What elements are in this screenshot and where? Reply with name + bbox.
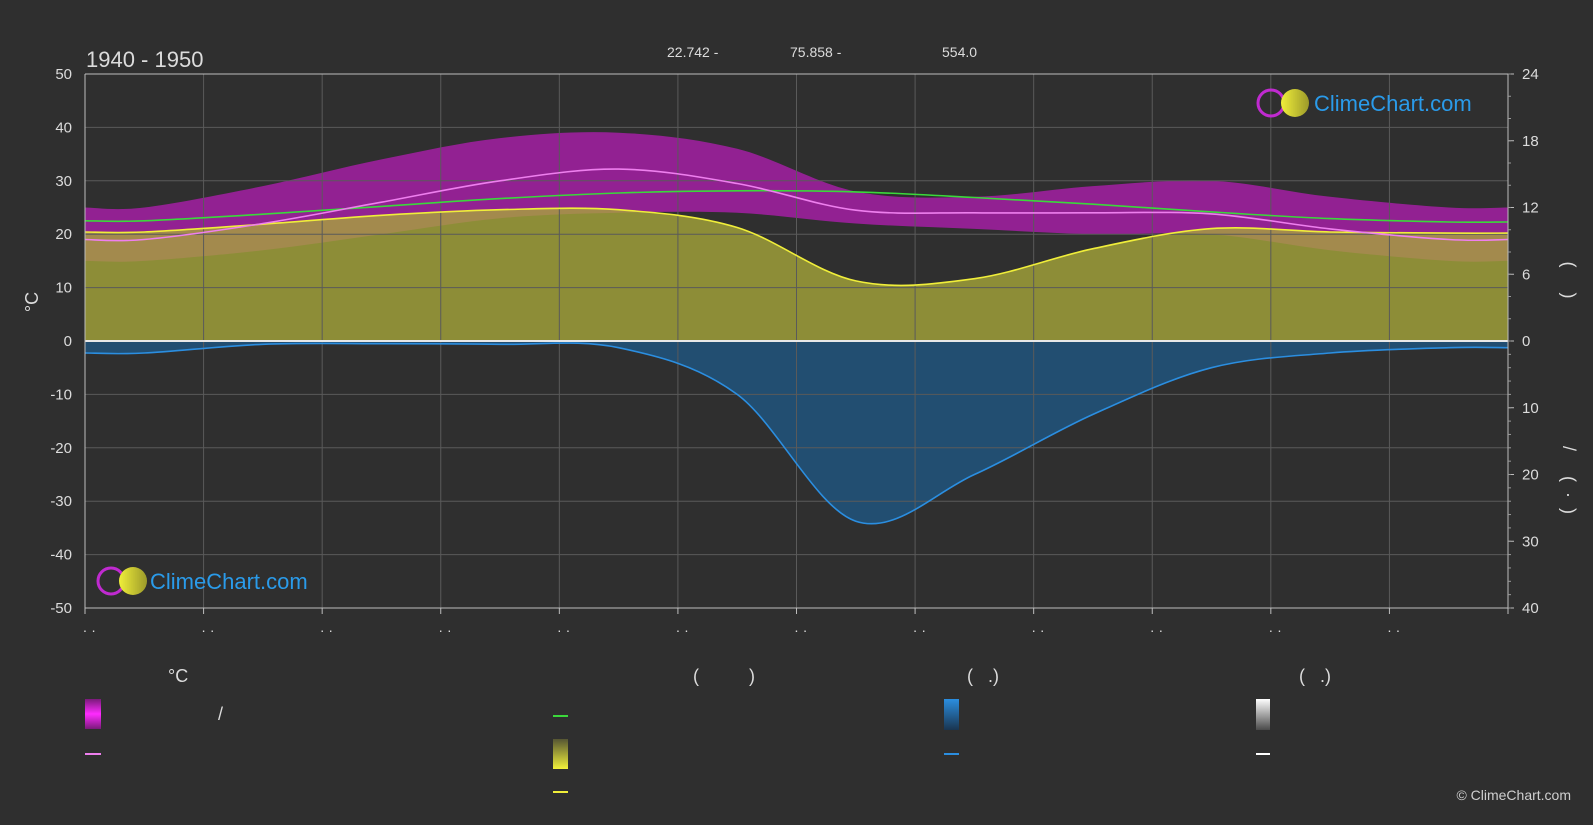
legend-heading-sunshine: ( ) [693, 666, 755, 686]
logo-top: ClimeChart.com [1256, 88, 1472, 118]
copyright: © ClimeChart.com [1456, 787, 1571, 803]
month-label: · · [201, 622, 214, 638]
right-bottom-tick-label: 30 [1522, 533, 1539, 550]
left-tick-label: -40 [50, 547, 72, 564]
legend-snow-swatch [1256, 699, 1270, 730]
left-tick-label: 30 [55, 173, 72, 190]
left-tick-label: -30 [50, 493, 72, 510]
sunshine-line [84, 207, 1509, 287]
legend-sunshine-swatch [553, 739, 568, 769]
month-label: · · [1387, 622, 1400, 638]
legend-rain-swatch [944, 699, 959, 730]
logo-top-text: ClimeChart.com [1314, 91, 1472, 116]
right-bottom-tick-label: 40 [1522, 600, 1539, 617]
daylight-line [84, 189, 1509, 224]
left-tick-label: 0 [64, 333, 72, 350]
right-axis-upper-label: ( ) [1559, 262, 1579, 299]
left-tick-label: 20 [55, 226, 72, 243]
month-label: · · [438, 622, 451, 638]
right-bottom-tick-label: 10 [1522, 400, 1539, 417]
logo-bottom-text: ClimeChart.com [150, 569, 308, 594]
left-tick-label: -50 [50, 600, 72, 617]
right-top-tick-label: 18 [1522, 133, 1539, 150]
logo-sun-icon [1281, 89, 1309, 117]
axes-layer: 50 40 30 20 10 0 -10 -20 -30 -40 -50 24 18 12 6 0 10 20 30… [50, 66, 1538, 638]
legend-heading-temperature: °C [168, 666, 188, 686]
right-top-tick-label: 12 [1522, 200, 1539, 217]
right-top-tick-label: 24 [1522, 66, 1539, 83]
month-label: · · [1150, 622, 1163, 638]
month-label: · · [1269, 622, 1282, 638]
top-label-sunshine: 75.858 - [790, 44, 842, 60]
right-top-tick-label: 6 [1522, 266, 1530, 283]
right-bottom-tick-label: 20 [1522, 467, 1539, 484]
month-label: · · [83, 622, 96, 638]
left-tick-label: -20 [50, 440, 72, 457]
legend-heading-rain: ( .) [967, 666, 999, 686]
legend: °C ( ) ( .) ( .) / [85, 666, 1331, 793]
logo-sun-icon [119, 567, 147, 595]
series-layer [84, 168, 1509, 525]
legend-slash: / [218, 704, 223, 724]
month-label: · · [557, 622, 570, 638]
legend-temp-range-swatch [85, 699, 101, 729]
right-top-tick-label: 0 [1522, 333, 1530, 350]
month-label: · · [1031, 622, 1044, 638]
left-axis-label: °C [22, 292, 42, 312]
month-label: · · [676, 622, 689, 638]
left-tick-label: -10 [50, 386, 72, 403]
right-axis-lower-label: / ( · ) [1559, 446, 1579, 514]
logo-bottom: ClimeChart.com [96, 566, 308, 596]
chart-title: 1940 - 1950 [86, 47, 203, 72]
left-tick-label: 40 [55, 119, 72, 136]
top-label-precip: 554.0 [942, 44, 977, 60]
precipitation-line [84, 342, 1509, 525]
month-label: · · [794, 622, 807, 638]
month-label: · · [913, 622, 926, 638]
legend-heading-snow: ( .) [1299, 666, 1331, 686]
temperature-mean-line [84, 168, 1509, 242]
left-tick-label: 50 [55, 66, 72, 83]
top-label-daylight: 22.742 - [667, 44, 719, 60]
left-tick-label: 10 [55, 280, 72, 297]
month-label: · · [320, 622, 333, 638]
